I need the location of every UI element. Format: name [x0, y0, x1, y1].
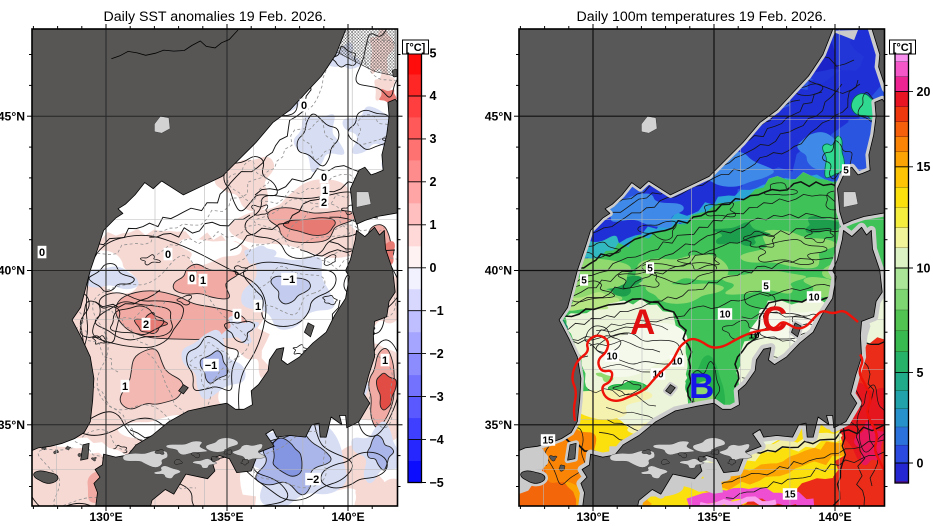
svg-text:Daily SST anomalies 19 Feb. 20: Daily SST anomalies 19 Feb. 2026.: [104, 9, 327, 25]
svg-text:B: B: [689, 367, 714, 406]
svg-text:130°E: 130°E: [89, 510, 122, 524]
svg-text:40°N: 40°N: [485, 264, 512, 278]
svg-text:−1: −1: [430, 304, 444, 318]
svg-text:15: 15: [542, 436, 554, 447]
svg-text:0: 0: [165, 249, 171, 261]
svg-text:1: 1: [430, 218, 437, 232]
svg-text:140°E: 140°E: [818, 510, 851, 524]
svg-text:−2: −2: [307, 474, 320, 486]
svg-text:0: 0: [234, 310, 240, 322]
svg-text:−1: −1: [205, 360, 218, 372]
svg-text:1: 1: [255, 301, 261, 313]
svg-text:45°N: 45°N: [0, 110, 25, 124]
svg-text:2: 2: [321, 197, 327, 209]
svg-text:0: 0: [321, 172, 327, 184]
svg-text:10: 10: [719, 310, 731, 321]
svg-text:1: 1: [122, 381, 128, 393]
svg-text:3: 3: [430, 132, 437, 146]
svg-text:10: 10: [748, 331, 760, 342]
svg-text:2: 2: [430, 175, 437, 189]
svg-text:−4: −4: [430, 433, 444, 447]
svg-text:[°C]: [°C]: [893, 42, 913, 54]
svg-text:5: 5: [581, 276, 587, 287]
svg-text:1: 1: [382, 355, 388, 367]
svg-text:1: 1: [200, 275, 206, 287]
svg-text:45°N: 45°N: [485, 110, 512, 124]
svg-text:10: 10: [606, 352, 618, 363]
svg-text:15: 15: [917, 160, 931, 174]
svg-text:0: 0: [39, 247, 45, 259]
svg-text:4: 4: [430, 89, 437, 103]
svg-text:5: 5: [843, 166, 849, 177]
svg-text:−5: −5: [430, 476, 444, 490]
svg-text:35°N: 35°N: [485, 418, 512, 432]
svg-text:A: A: [630, 303, 655, 342]
svg-text:135°E: 135°E: [697, 510, 730, 524]
svg-text:5: 5: [917, 366, 924, 380]
svg-text:5: 5: [647, 264, 653, 275]
svg-text:10: 10: [917, 261, 931, 275]
svg-text:−3: −3: [430, 390, 444, 404]
svg-text:20: 20: [917, 85, 931, 99]
svg-text:−1: −1: [283, 274, 296, 286]
svg-text:[°C]: [°C]: [406, 42, 426, 54]
svg-text:5: 5: [763, 282, 769, 293]
svg-text:C: C: [762, 300, 787, 339]
svg-text:135°E: 135°E: [210, 510, 243, 524]
svg-text:10: 10: [671, 357, 683, 368]
svg-text:15: 15: [784, 490, 796, 501]
svg-text:−2: −2: [430, 347, 444, 361]
svg-text:0: 0: [917, 456, 924, 470]
svg-text:0: 0: [189, 273, 195, 285]
svg-text:0: 0: [301, 100, 307, 112]
svg-text:130°E: 130°E: [576, 510, 609, 524]
svg-text:40°N: 40°N: [0, 264, 25, 278]
svg-text:2: 2: [143, 319, 149, 331]
svg-text:10: 10: [808, 293, 820, 304]
svg-text:35°N: 35°N: [0, 418, 25, 432]
svg-text:0: 0: [430, 261, 437, 275]
svg-text:Daily 100m temperatures 19 Feb: Daily 100m temperatures 19 Feb. 2026.: [577, 9, 827, 25]
svg-text:5: 5: [430, 46, 437, 60]
svg-text:1: 1: [322, 185, 328, 197]
svg-text:140°E: 140°E: [331, 510, 364, 524]
